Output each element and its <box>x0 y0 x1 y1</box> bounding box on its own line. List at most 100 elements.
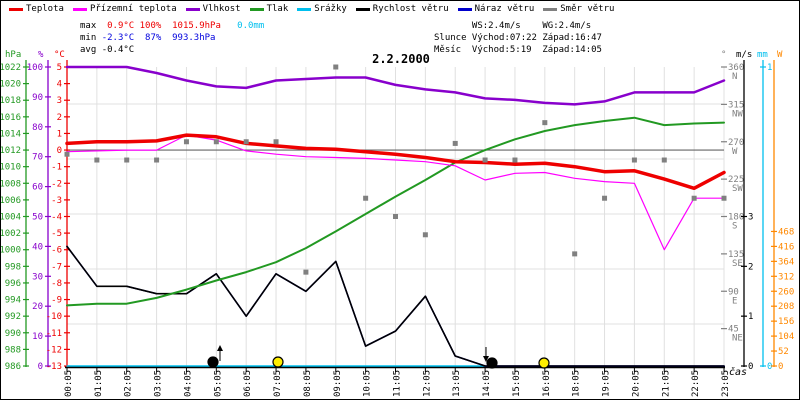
time-tick-label: 04:05 <box>183 370 193 397</box>
svg-text:°: ° <box>721 50 726 60</box>
svg-text:260: 260 <box>778 287 794 297</box>
legend-label-rychlost-vetru: Rychlost větru <box>372 4 449 14</box>
legend-label-tlak: Tlak <box>266 4 289 14</box>
max-row-value: 0.9°C 100% 1015.9hPa <box>101 21 221 31</box>
legend-swatch-tlak <box>249 7 264 11</box>
svg-text:360: 360 <box>728 63 744 73</box>
time-tick-label: 05:05 <box>213 370 223 397</box>
time-tick-label: 23:05 <box>721 370 731 397</box>
series-vlhkost <box>65 65 726 106</box>
svg-text:990: 990 <box>5 329 21 339</box>
svg-text:988: 988 <box>5 345 21 355</box>
svg-text:225: 225 <box>728 175 744 185</box>
stats-astro: WS:2.4m/s WG:2.4m/s Slunce Východ:07:22 Z… <box>434 20 602 56</box>
svg-text:60: 60 <box>32 183 43 193</box>
time-tick-label: 00:05 <box>64 370 74 397</box>
svg-text:208: 208 <box>778 302 794 312</box>
svg-text:998: 998 <box>5 262 21 272</box>
svg-text:1000: 1000 <box>1 246 21 256</box>
time-tick-label: 10:05 <box>363 370 373 397</box>
legend-swatch-naraz-vetru <box>457 7 472 11</box>
svg-text:-7: -7 <box>51 262 62 272</box>
svg-text:-5: -5 <box>51 229 62 239</box>
max-row: max 0.9°C 100% 1015.9hPa 0.0mm <box>80 20 264 32</box>
legend-item-tlak: Tlak <box>249 4 289 14</box>
svg-text:hPa: hPa <box>5 50 21 60</box>
svg-text:180: 180 <box>728 213 744 223</box>
legend: Teplota Přízemní teplota Vlhkost Tlak Srážky… <box>9 4 614 14</box>
svg-text:%: % <box>38 50 44 60</box>
time-tick-label: 19:05 <box>602 370 612 397</box>
series-rychlost-vetru <box>66 245 725 367</box>
svg-text:135: 135 <box>728 250 744 260</box>
time-axis-label: čas <box>729 367 748 378</box>
svg-text:5: 5 <box>57 63 62 73</box>
legend-item-rychlost-vetru: Rychlost větru <box>355 4 449 14</box>
svg-text:40: 40 <box>32 242 43 252</box>
svg-text:1018: 1018 <box>1 96 21 106</box>
svg-text:m/s: m/s <box>736 50 752 60</box>
moon-set-marker <box>483 347 498 369</box>
legend-item-naraz-vetru: Náraz větru <box>457 4 535 14</box>
legend-item-vlhkost: Vlhkost <box>185 4 241 14</box>
svg-text:1002: 1002 <box>1 229 21 239</box>
moon-rise-marker <box>207 345 223 368</box>
chart-title: 2.2.2000 <box>372 52 430 66</box>
svg-text:°C: °C <box>54 50 65 60</box>
series-tlak <box>66 116 725 307</box>
svg-text:4: 4 <box>57 80 62 90</box>
svg-text:NE: NE <box>732 334 743 344</box>
svg-text:50: 50 <box>32 213 43 223</box>
svg-text:0: 0 <box>767 362 772 372</box>
time-tick-label: 20:05 <box>631 370 641 397</box>
max-row-value: 0.0mm <box>220 21 265 31</box>
svg-text:-10: -10 <box>46 312 62 322</box>
legend-label-teplota: Teplota <box>26 4 64 14</box>
svg-text:W: W <box>732 147 738 157</box>
legend-label-smer-vetru: Směr větru <box>560 4 615 14</box>
sun-row: Slunce Východ:07:22 Západ:16:47 <box>434 32 602 44</box>
legend-label-naraz-vetru: Náraz větru <box>474 4 535 14</box>
avg-row-value: -0.4°C <box>101 45 135 55</box>
svg-text:1016: 1016 <box>1 113 21 123</box>
svg-text:416: 416 <box>778 242 794 252</box>
time-tick-label: 21:05 <box>661 370 671 397</box>
time-tick-label: 16:05 <box>542 370 552 397</box>
svg-text:NW: NW <box>732 109 743 119</box>
svg-text:52: 52 <box>778 347 789 357</box>
svg-text:mm: mm <box>757 50 768 60</box>
axis-temp: °C 5 4 3 2 1 0 -1 -2 -3 -4 -5 -6 -7 -8 -9 -10 -11 -12 -13 <box>46 50 70 372</box>
svg-text:1022: 1022 <box>1 63 21 73</box>
sun-row-value: Slunce Východ:07:22 Západ:16:47 <box>434 33 602 43</box>
svg-text:-9: -9 <box>51 296 62 306</box>
svg-text:90: 90 <box>32 93 43 103</box>
axis-mm: mm 0 1 <box>757 50 772 372</box>
series-smer-vetru <box>64 64 727 275</box>
svg-text:45: 45 <box>728 325 739 335</box>
svg-text:364: 364 <box>778 257 794 267</box>
axis-ms: m/s 0 1 2 3 <box>736 50 753 372</box>
avg-row: avg -0.4°C <box>80 44 264 56</box>
avg-row-value: avg <box>80 45 102 55</box>
min-row: min -2.3°C 87% 993.3hPa <box>80 32 264 44</box>
svg-text:1012: 1012 <box>1 146 21 156</box>
legend-swatch-smer-vetru <box>543 7 558 11</box>
moon-row: Měsíc Východ:5:19 Západ:14:05 <box>434 44 602 56</box>
legend-item-srazky: Srážky <box>297 4 347 14</box>
svg-text:-4: -4 <box>51 213 62 223</box>
svg-text:W: W <box>777 50 783 60</box>
svg-text:986: 986 <box>5 362 21 372</box>
svg-text:3: 3 <box>57 96 62 106</box>
svg-text:1: 1 <box>767 63 772 73</box>
svg-text:N: N <box>732 72 737 82</box>
svg-text:-2: -2 <box>51 179 62 189</box>
svg-text:2: 2 <box>57 113 62 123</box>
svg-text:0: 0 <box>748 362 753 372</box>
svg-text:10: 10 <box>32 332 43 342</box>
legend-swatch-vlhkost <box>185 7 200 11</box>
svg-text:0: 0 <box>778 362 783 372</box>
time-tick-label: 08:05 <box>303 370 313 397</box>
svg-text:-3: -3 <box>51 196 62 206</box>
